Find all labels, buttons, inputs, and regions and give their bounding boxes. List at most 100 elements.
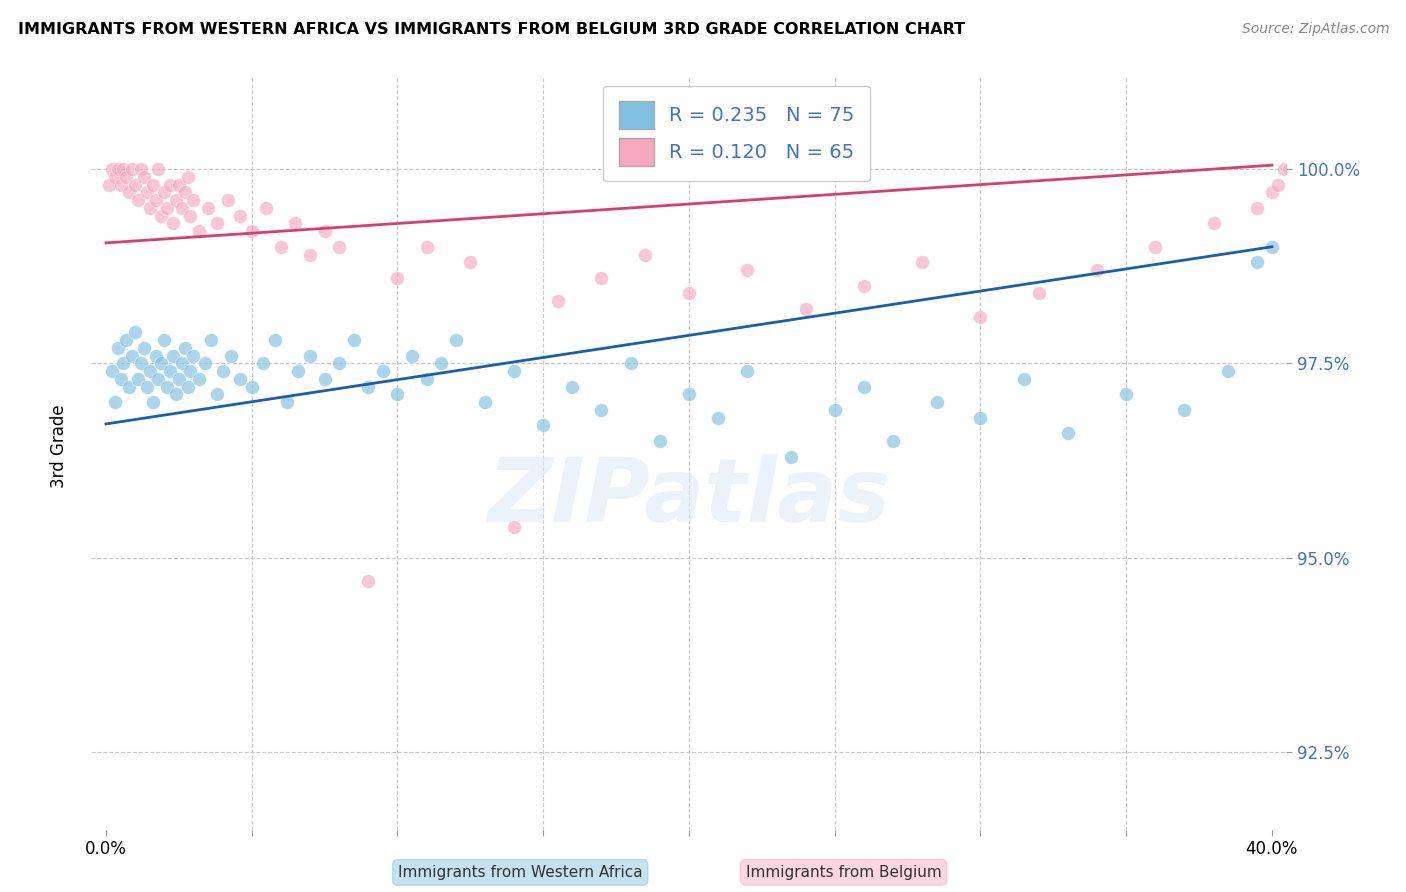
Point [780, 450, 803, 464]
Point [118, 379, 141, 393]
Point [132, 169, 155, 184]
Point [138, 364, 160, 378]
Point [150, 356, 173, 370]
Point [188, 372, 211, 386]
Point [183, 349, 205, 363]
Point [115, 333, 138, 347]
Point [170, 356, 193, 370]
Point [328, 356, 350, 370]
Point [124, 178, 146, 192]
Point [357, 574, 380, 588]
Point [1057, 426, 1080, 441]
Point [173, 186, 195, 200]
Point [852, 278, 875, 293]
Point [925, 395, 948, 409]
Point [165, 387, 187, 401]
Point [124, 325, 146, 339]
Point [343, 333, 366, 347]
Point [156, 201, 179, 215]
Point [240, 224, 263, 238]
Point [648, 434, 671, 448]
Point [678, 286, 700, 301]
Point [112, 356, 135, 370]
Point [1261, 240, 1284, 254]
Text: ZIPatlas: ZIPatlas [488, 454, 890, 541]
Point [401, 349, 423, 363]
Point [1012, 372, 1035, 386]
Point [1085, 263, 1108, 277]
Point [159, 364, 181, 378]
Text: Source: ZipAtlas.com: Source: ZipAtlas.com [1241, 22, 1389, 37]
Point [287, 364, 309, 378]
Point [167, 178, 190, 192]
Point [969, 410, 991, 425]
Point [127, 193, 149, 207]
Point [121, 162, 143, 177]
Point [460, 255, 482, 269]
Point [156, 379, 179, 393]
Point [415, 240, 437, 254]
Point [1173, 403, 1195, 417]
Point [314, 224, 336, 238]
Point [503, 364, 526, 378]
Point [167, 372, 190, 386]
Point [911, 255, 934, 269]
Point [852, 379, 875, 393]
Point [882, 434, 904, 448]
Point [264, 333, 287, 347]
Point [142, 395, 165, 409]
Point [221, 349, 243, 363]
Point [148, 162, 170, 177]
Point [176, 169, 198, 184]
Point [1278, 162, 1301, 177]
Point [735, 263, 758, 277]
Point [794, 301, 817, 316]
Point [217, 193, 239, 207]
Point [824, 403, 846, 417]
Text: 3rd Grade: 3rd Grade [51, 404, 67, 488]
Point [298, 247, 321, 261]
Point [1144, 240, 1167, 254]
Point [1218, 364, 1240, 378]
Point [415, 372, 437, 386]
Point [129, 162, 152, 177]
Point [197, 201, 219, 215]
Point [561, 379, 583, 393]
Point [97, 178, 120, 192]
Point [153, 186, 176, 200]
Point [276, 395, 298, 409]
Point [135, 186, 157, 200]
Point [179, 364, 201, 378]
Point [162, 349, 184, 363]
Point [110, 372, 132, 386]
Point [1028, 286, 1050, 301]
Point [162, 217, 184, 231]
Point [252, 356, 274, 370]
Point [229, 372, 252, 386]
Point [444, 333, 467, 347]
Point [183, 193, 205, 207]
Point [1246, 255, 1268, 269]
Point [145, 193, 167, 207]
Point [591, 403, 613, 417]
Point [194, 356, 217, 370]
Point [620, 356, 643, 370]
Point [176, 379, 198, 393]
Point [298, 349, 321, 363]
Point [135, 379, 157, 393]
Text: IMMIGRANTS FROM WESTERN AFRICA VS IMMIGRANTS FROM BELGIUM 3RD GRADE CORRELATION : IMMIGRANTS FROM WESTERN AFRICA VS IMMIGR… [18, 22, 966, 37]
Point [634, 247, 657, 261]
Point [115, 169, 138, 184]
Point [1272, 162, 1295, 177]
Point [205, 387, 228, 401]
Point [229, 209, 252, 223]
Point [138, 201, 160, 215]
Point [112, 162, 135, 177]
Point [179, 209, 201, 223]
Point [531, 418, 554, 433]
Point [173, 341, 195, 355]
Point [969, 310, 991, 324]
Point [1115, 387, 1137, 401]
Point [142, 178, 165, 192]
Point [107, 162, 129, 177]
